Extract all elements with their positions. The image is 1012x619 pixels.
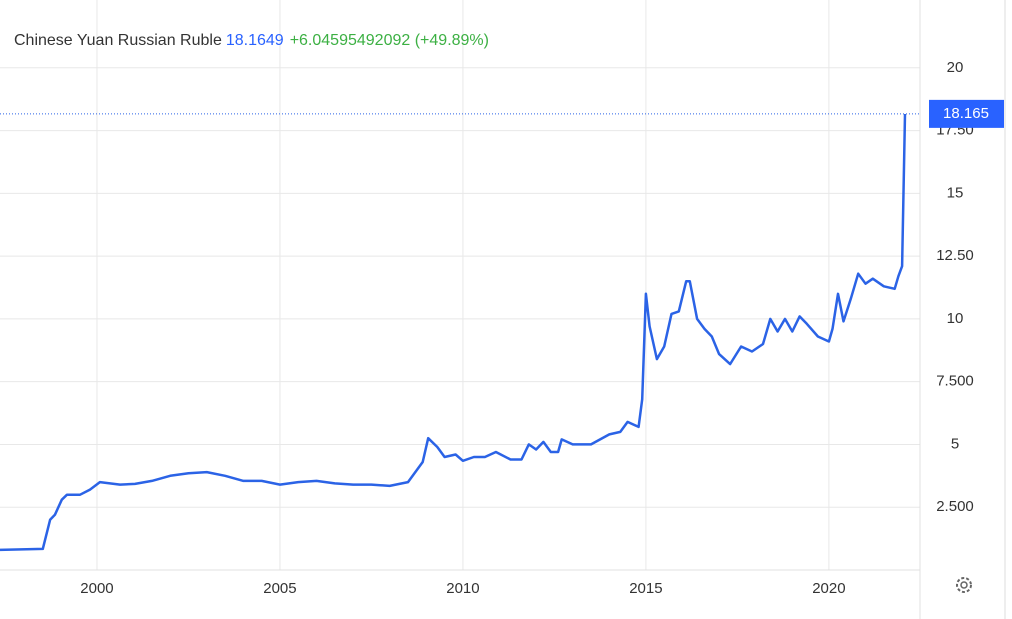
header: Chinese Yuan Russian Ruble 18.1649 +6.0459… <box>14 32 489 50</box>
line <box>0 113 907 552</box>
x-tick-label: 2015 <box>629 580 662 597</box>
gear-outer <box>956 577 972 593</box>
y-tick-label: 5 <box>951 435 959 452</box>
gear-inner <box>960 581 968 589</box>
price: 18.1649 <box>225 32 284 49</box>
last-value-label: 18.165 <box>943 105 989 122</box>
y-tick-label: 20 <box>947 59 964 76</box>
y-tick-label: 7.500 <box>936 373 974 390</box>
last-value-tag <box>929 99 1004 128</box>
change: +6.04595492092 <box>289 32 411 49</box>
settings-icon[interactable] <box>956 577 972 593</box>
x-tick-label: 2000 <box>80 580 113 597</box>
y-tick-label: 2.500 <box>936 498 974 515</box>
y-tick-label: 10 <box>947 310 964 327</box>
x-tick-label: 2010 <box>446 580 479 597</box>
x-tick-label: 2020 <box>812 580 845 597</box>
y-tick-label: 12.50 <box>936 247 974 264</box>
change-percent: (+49.89%) <box>414 32 489 49</box>
y-tick-label: 15 <box>947 184 964 201</box>
x-tick-label: 2005 <box>263 580 296 597</box>
title: Chinese Yuan Russian Ruble <box>14 32 222 49</box>
